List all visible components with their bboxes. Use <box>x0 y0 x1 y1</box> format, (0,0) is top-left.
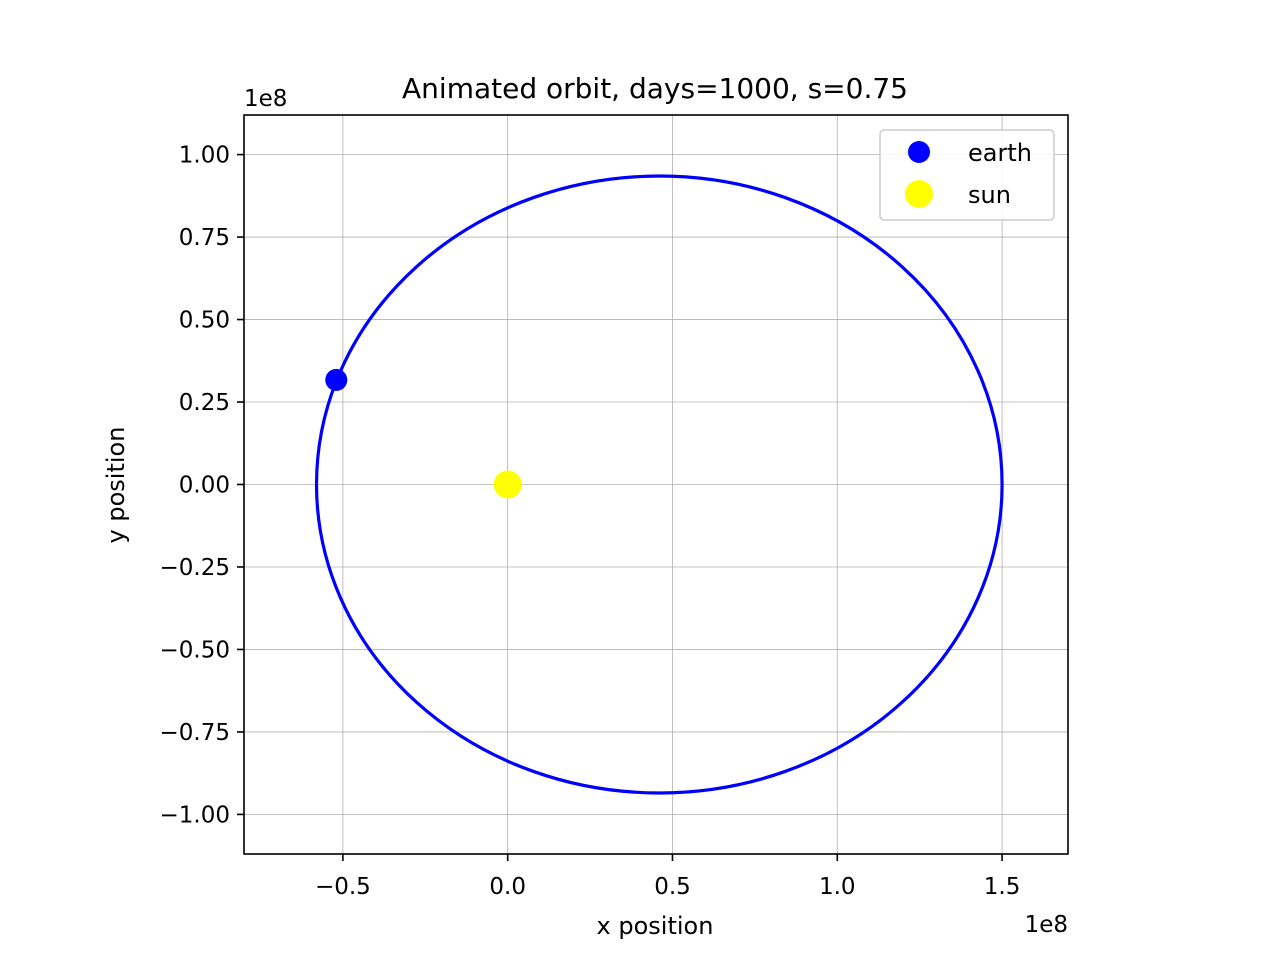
x-tick-label: 0.0 <box>489 874 526 900</box>
y-tick-label: 0.00 <box>179 473 230 499</box>
orbit-path <box>314 174 1004 795</box>
orbit-layer <box>314 174 1004 795</box>
y-tick-label: −0.25 <box>160 555 230 581</box>
x-axis-label: x position <box>597 912 714 940</box>
legend: earth sun <box>879 129 1055 221</box>
x-tick-label: 1.0 <box>819 874 856 900</box>
points-layer <box>325 368 522 499</box>
x-tick-label: 1.5 <box>984 874 1021 900</box>
y-tick-label: 0.50 <box>179 308 230 334</box>
legend-earth-label: earth <box>968 139 1032 167</box>
x-axis-offset-label: 1e8 <box>1025 912 1068 938</box>
y-tick-label: −0.50 <box>160 637 230 663</box>
legend-sun-marker <box>905 180 933 208</box>
y-tick-label: −1.00 <box>160 802 230 828</box>
x-tick-label: 0.5 <box>654 874 691 900</box>
y-axis-label: y position <box>102 427 130 544</box>
x-tick-label: −0.5 <box>315 874 371 900</box>
ticks-layer: −0.5 0.0 0.5 1.0 1.5 1.00 0.75 0.50 0.25 0.00 −0.2… <box>160 143 1021 900</box>
y-tick-label: 0.25 <box>179 390 230 416</box>
earth-point <box>325 368 348 391</box>
sun-point <box>493 470 522 499</box>
legend-sun-label: sun <box>968 181 1011 209</box>
y-tick-label: 0.75 <box>179 225 230 251</box>
chart-title: Animated orbit, days=1000, s=0.75 <box>402 72 908 105</box>
grid-lines <box>244 115 1068 854</box>
y-tick-label: −0.75 <box>160 720 230 746</box>
y-tick-label: 1.00 <box>179 143 230 169</box>
y-axis-offset-label: 1e8 <box>244 86 287 112</box>
legend-earth-marker <box>908 141 930 163</box>
